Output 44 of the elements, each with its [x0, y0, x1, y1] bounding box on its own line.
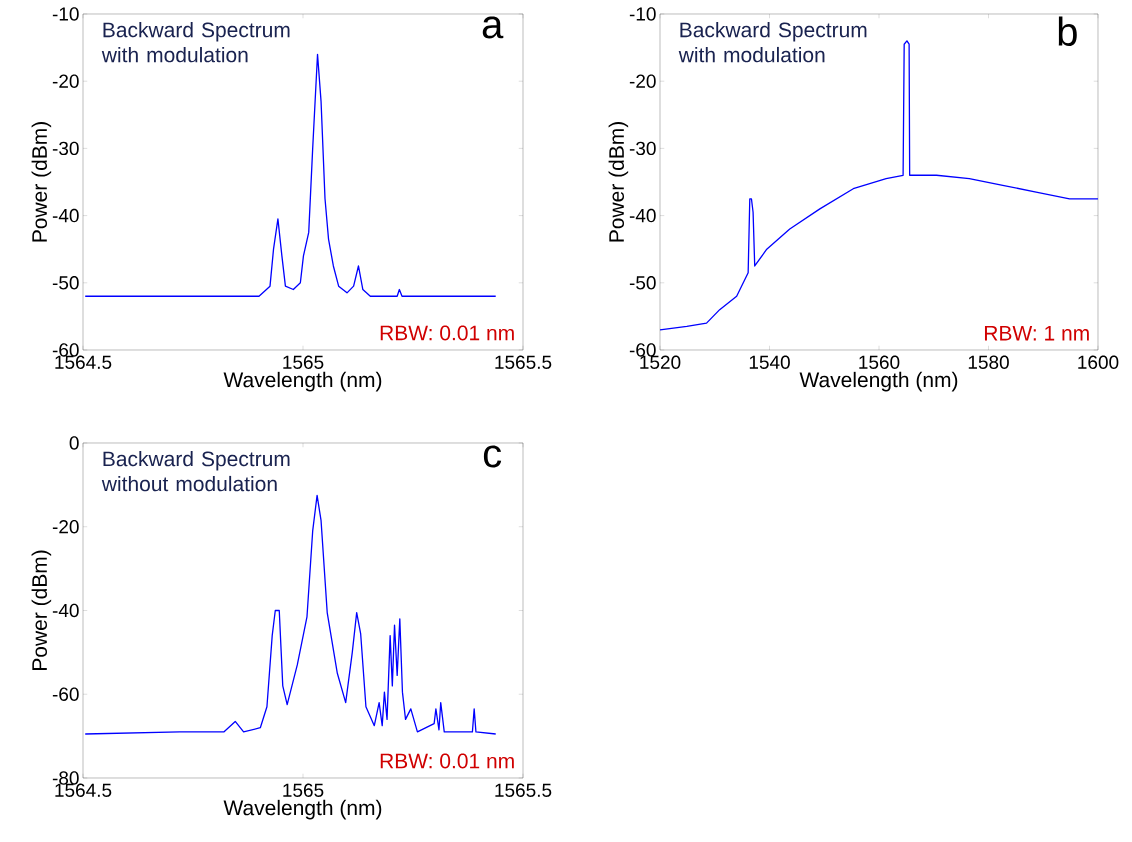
x-tick-label: 1565 — [283, 355, 324, 369]
annotation: RBW: 0.01 nm — [380, 753, 514, 769]
x-tick-label: 1560 — [859, 355, 900, 369]
y-tick-label: -60 — [52, 687, 79, 701]
y-tick-label: -40 — [52, 208, 79, 223]
x-tick-label: 1564.5 — [55, 355, 112, 369]
x-tick-label: 1520 — [640, 355, 681, 369]
chart-title: a — [482, 16, 504, 39]
annotation: RBW: 1 nm — [984, 325, 1089, 341]
x-tick-label: 1580 — [968, 355, 1009, 369]
y-axis-title: Power (dBm) — [31, 550, 52, 671]
annotation: RBW: 0.01 nm — [380, 325, 514, 341]
y-tick-label: -20 — [52, 520, 79, 534]
annotation: Backward Spectrum with modulation — [101, 21, 290, 63]
x-tick-label: 1564.5 — [55, 783, 112, 797]
chart-title: c — [483, 445, 502, 468]
annotation: Backward Spectrum without modulation — [101, 450, 290, 492]
y-tick-label: -50 — [52, 276, 79, 290]
y-tick-label: -80 — [52, 771, 79, 785]
annotation: Backward Spectrum with modulation — [678, 21, 867, 63]
x-tick-label: 1565.5 — [495, 783, 552, 797]
y-tick-label: -20 — [52, 74, 79, 88]
x-axis-title: Wavelength (nm) — [223, 799, 382, 820]
x-axis-title: Wavelength (nm) — [799, 371, 958, 392]
line-series — [84, 494, 497, 735]
y-tick-label: -40 — [629, 208, 656, 223]
y-tick-label: -60 — [52, 343, 79, 357]
y-tick-label: -30 — [52, 141, 79, 156]
y-tick-label: -10 — [52, 7, 79, 21]
y-tick-label: -40 — [52, 603, 79, 618]
chart-title: b — [1058, 16, 1077, 46]
y-tick-label: -10 — [629, 7, 656, 21]
x-tick-label: 1600 — [1078, 355, 1119, 369]
x-tick-label: 1565.5 — [495, 355, 552, 369]
x-tick-label: 1540 — [749, 355, 790, 369]
y-axis-title: Power (dBm) — [31, 122, 52, 242]
y-tick-label: 0 — [69, 436, 79, 450]
y-tick-label: -20 — [629, 74, 656, 88]
y-tick-label: -50 — [629, 276, 656, 290]
y-tick-label: -30 — [629, 141, 656, 156]
y-tick-label: -60 — [629, 343, 656, 357]
x-tick-label: 1565 — [283, 783, 324, 797]
y-axis-title: Power (dBm) — [608, 122, 629, 242]
x-axis-title: Wavelength (nm) — [223, 371, 382, 392]
